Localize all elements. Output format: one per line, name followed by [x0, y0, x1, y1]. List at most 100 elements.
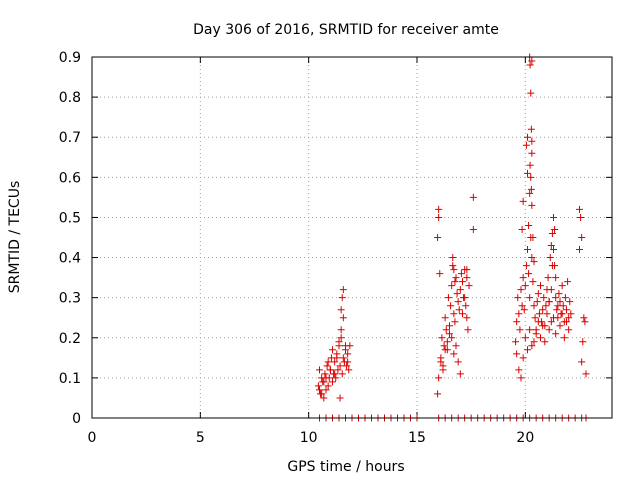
data-point: [521, 334, 529, 342]
data-point: [321, 370, 329, 378]
data-point: [336, 394, 344, 402]
data-point: [449, 254, 457, 262]
data-point: [545, 326, 553, 334]
data-point: [455, 306, 463, 314]
data-point: [540, 294, 548, 302]
data-point: [515, 366, 523, 374]
data-point: [524, 133, 531, 141]
data-point: [441, 346, 449, 354]
y-tick-label: 0.5: [59, 210, 81, 226]
data-point: [528, 149, 536, 157]
data-point: [459, 278, 466, 286]
data-point: [519, 274, 527, 282]
data-point: [528, 254, 536, 262]
data-point: [527, 185, 535, 193]
data-point: [566, 298, 574, 306]
data-point: [547, 286, 555, 294]
data-point: [556, 322, 564, 330]
data-point: [550, 314, 557, 322]
data-point: [578, 234, 586, 241]
data-point: [552, 330, 560, 338]
data-points: [314, 53, 590, 422]
data-point: [554, 302, 562, 310]
data-point: [444, 294, 452, 302]
data-point: [434, 390, 442, 398]
data-point: [435, 205, 443, 213]
data-point: [530, 258, 538, 266]
data-point: [515, 310, 523, 318]
data-point: [435, 213, 443, 221]
data-point: [519, 354, 527, 362]
data-point: [526, 161, 534, 169]
data-point: [526, 294, 534, 302]
data-point: [464, 326, 472, 334]
data-point: [332, 374, 340, 382]
data-point: [337, 334, 345, 342]
data-point: [324, 382, 332, 390]
data-point: [336, 362, 344, 370]
data-point: [544, 274, 552, 282]
data-point: [335, 338, 343, 346]
plot-frame: [91, 56, 613, 419]
data-point: [339, 314, 347, 322]
data-point: [439, 366, 447, 374]
data-point: [456, 370, 464, 378]
data-point: [447, 302, 455, 310]
data-point: [547, 318, 555, 326]
data-point: [520, 306, 528, 314]
data-point: [322, 386, 330, 394]
data-point: [437, 358, 445, 366]
data-point: [333, 354, 341, 362]
data-point: [337, 306, 345, 314]
data-point: [527, 173, 535, 181]
data-point: [547, 242, 555, 250]
data-point: [524, 246, 531, 254]
x-axis-label: GPS time / hours: [287, 459, 404, 475]
data-point: [565, 326, 573, 334]
data-point: [582, 370, 590, 378]
data-point: [461, 294, 469, 302]
y-axis-label: SRMTID / TECUs: [7, 181, 23, 294]
data-point: [450, 350, 458, 358]
data-point: [320, 394, 328, 402]
data-point: [449, 262, 457, 270]
x-tick-label: 20: [516, 430, 534, 446]
data-point: [436, 270, 444, 278]
y-tick-label: 0.9: [59, 50, 81, 66]
data-point: [518, 302, 526, 310]
data-point: [441, 314, 449, 322]
data-point: [553, 306, 561, 314]
data-point: [338, 294, 346, 302]
data-point: [452, 274, 460, 282]
data-point: [548, 229, 556, 237]
data-point: [452, 342, 460, 350]
data-point: [329, 346, 336, 354]
data-point: [517, 374, 525, 382]
data-point: [322, 374, 330, 382]
data-point: [526, 61, 534, 69]
data-point: [323, 362, 331, 370]
data-point: [438, 334, 446, 342]
data-point: [337, 326, 345, 334]
data-point: [469, 193, 477, 201]
data-point: [331, 370, 339, 378]
chart-title: Day 306 of 2016, SRMTID for receiver amt…: [193, 22, 499, 38]
data-point: [555, 290, 563, 298]
y-tick-label: 0.8: [59, 90, 81, 106]
x-tick-label: 5: [196, 430, 205, 446]
data-point: [465, 282, 473, 290]
data-point: [581, 318, 589, 326]
data-point: [316, 366, 323, 374]
data-point: [567, 310, 575, 318]
data-point: [521, 282, 529, 290]
data-point: [545, 298, 553, 306]
data-point: [442, 326, 450, 334]
data-point: [564, 278, 572, 286]
data-point: [462, 302, 470, 310]
data-point: [556, 298, 564, 306]
data-point: [314, 382, 322, 390]
data-point: [326, 366, 334, 374]
y-tick-label: 0.1: [59, 371, 81, 387]
